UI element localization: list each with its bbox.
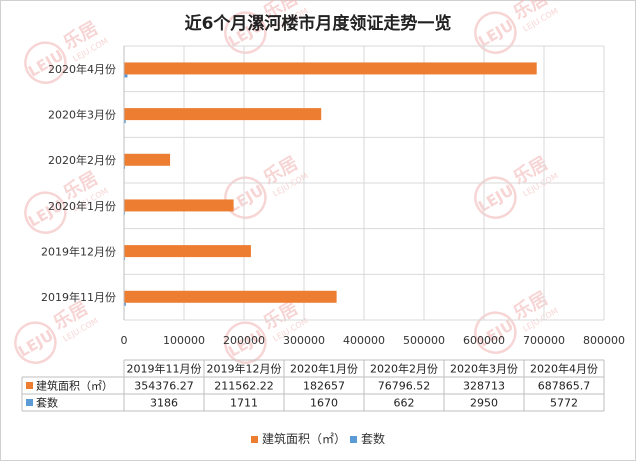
watermark-ring — [24, 191, 67, 234]
bar-units — [124, 120, 126, 124]
watermark-ring — [474, 176, 517, 219]
table-value-cell: 687865.7 — [538, 380, 591, 393]
data-table: 2019年11月份 2019年12月份 2020年1月份 2020年2月份 2020年3… — [21, 359, 605, 412]
x-tick-label: 100000 — [163, 334, 205, 347]
y-tick-label: 2020年4月份 — [48, 62, 116, 76]
table-series-name: 套数 — [36, 397, 58, 410]
bar-units — [124, 302, 126, 306]
x-tick-label: 500000 — [403, 334, 445, 347]
legend: 建筑面积（㎡） 套数 — [251, 431, 385, 446]
table-value-cell: 662 — [394, 397, 415, 410]
bar-area — [124, 199, 234, 212]
table-value-cell: 182657 — [303, 380, 345, 393]
bar-units — [124, 257, 126, 261]
legend-swatch-units — [350, 436, 357, 443]
watermark-ring — [224, 11, 267, 54]
table-value-cell: 76796.52 — [378, 380, 431, 393]
y-tick-label: 2019年12月份 — [41, 245, 116, 259]
x-axis: 0 100000 200000 300000 400000 500000 600000 700… — [121, 334, 626, 347]
y-axis: 2019年11月份 2019年12月份 2020年1月份 2020年2月份 2020年3… — [41, 46, 125, 320]
table-header-cell: 2020年2月份 — [370, 362, 438, 376]
watermark-ring — [24, 41, 67, 84]
table-value-cell: 328713 — [463, 380, 505, 393]
y-tick-label: 2019年11月份 — [41, 290, 116, 304]
table-series-key — [26, 399, 33, 406]
y-tick-label: 2020年2月份 — [48, 153, 116, 167]
legend-label-units: 套数 — [361, 431, 385, 446]
bar-area — [124, 245, 251, 258]
table-series-key — [26, 382, 33, 389]
legend-label-area: 建筑面积（㎡） — [262, 431, 346, 446]
table-value-cell: 1711 — [230, 397, 258, 410]
bar-area — [124, 153, 171, 166]
chart-title: 近6个月漯河楼市月度领证走势一览 — [185, 13, 452, 34]
bar-area — [124, 290, 337, 303]
table-value-cell: 211562.22 — [214, 380, 274, 393]
x-tick-label: 300000 — [283, 334, 325, 347]
gridlines — [123, 45, 605, 321]
bars — [124, 62, 537, 306]
bar-units — [124, 211, 126, 215]
table-value-cell: 3186 — [150, 397, 178, 410]
table-series-name: 建筑面积（㎡） — [36, 379, 113, 393]
watermark-ring — [474, 11, 517, 54]
table-value-cell: 354376.27 — [134, 380, 194, 393]
x-tick-label: 800000 — [583, 334, 625, 347]
y-tick-label: 2020年1月份 — [48, 199, 116, 213]
bar-units — [124, 74, 128, 78]
x-tick-label: 600000 — [463, 334, 505, 347]
table-header-cell: 2020年4月份 — [530, 362, 598, 376]
legend-swatch-area — [251, 436, 258, 443]
y-tick-label: 2020年3月份 — [48, 108, 116, 122]
x-tick-label: 400000 — [343, 334, 385, 347]
table-header-cell: 2019年12月份 — [207, 362, 282, 376]
table-value-cell: 1670 — [310, 397, 338, 410]
bar-area — [124, 108, 322, 121]
watermark-ring — [14, 321, 57, 364]
x-tick-label: 200000 — [223, 334, 265, 347]
x-tick-label: 0 — [121, 334, 128, 347]
watermark-ring — [474, 311, 517, 354]
table-header-cell: 2019年11月份 — [127, 362, 202, 376]
table-value-cell: 2950 — [470, 397, 498, 410]
table-header-cell: 2020年1月份 — [290, 362, 358, 376]
x-tick-label: 700000 — [523, 334, 565, 347]
table-header-cell: 2020年3月份 — [450, 362, 518, 376]
table-value-cell: 5772 — [550, 397, 578, 410]
bar-area — [124, 62, 537, 75]
